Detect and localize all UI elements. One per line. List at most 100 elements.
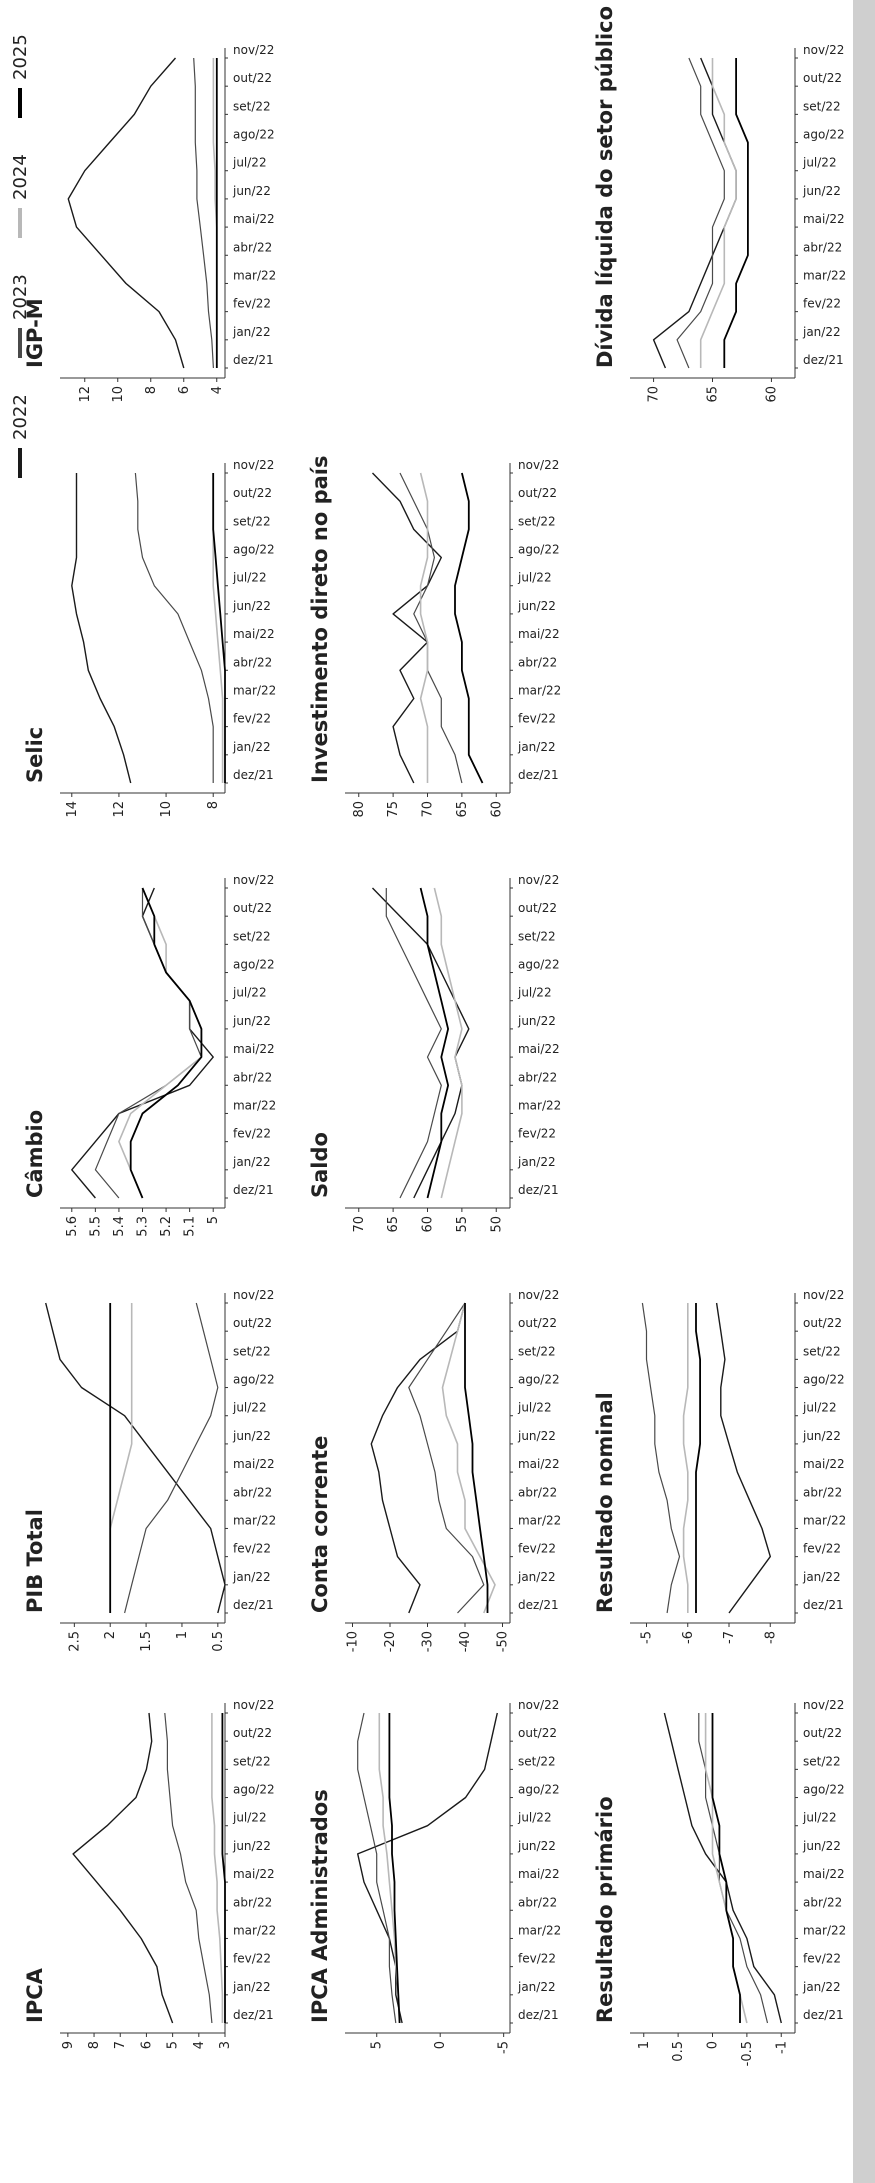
x-tick-label: set/22 bbox=[233, 514, 271, 528]
panel-3: Selic 8 10 12 14 dez/21 jan/22 fev/22 mar/22 abr/… bbox=[23, 458, 276, 818]
x-tick-label: set/22 bbox=[233, 1754, 271, 1768]
panel-9: Resultado primário -1 -0.5 0 0.5 1 dez/21 jan/2… bbox=[593, 1698, 846, 2066]
x-tick-label: jan/22 bbox=[517, 1570, 556, 1584]
x-tick-label: mai/22 bbox=[518, 1457, 560, 1471]
x-tick-label: nov/22 bbox=[518, 458, 559, 472]
panel-title: IPCA bbox=[23, 1967, 47, 2023]
x-tick-label: out/22 bbox=[233, 1726, 272, 1740]
panel-title: Câmbio bbox=[23, 1110, 47, 1198]
panel-title: IPCA Administrados bbox=[308, 1789, 332, 2023]
x-tick-label: dez/21 bbox=[803, 353, 844, 367]
x-tick-label: jun/22 bbox=[517, 599, 556, 613]
series-line-2023 bbox=[94, 888, 202, 1199]
x-tick-label: nov/22 bbox=[803, 1698, 844, 1712]
x-tick-label: mar/22 bbox=[518, 1513, 561, 1527]
series-line-2022 bbox=[371, 887, 470, 1199]
x-tick-label: ago/22 bbox=[803, 1783, 845, 1797]
x-tick-label: dez/21 bbox=[518, 1598, 559, 1612]
x-tick-label: fev/22 bbox=[518, 1542, 556, 1556]
x-tick-label: out/22 bbox=[803, 1726, 842, 1740]
panel-title: Conta corrente bbox=[308, 1436, 332, 1613]
x-tick-label: nov/22 bbox=[233, 873, 274, 887]
x-tick-label: jul/22 bbox=[517, 1401, 552, 1415]
series-line-2024 bbox=[211, 1713, 224, 2023]
x-tick-label: set/22 bbox=[233, 1344, 271, 1358]
x-tick-label: out/22 bbox=[518, 486, 557, 500]
x-tick-label: dez/21 bbox=[233, 1598, 274, 1612]
x-tick-label: jun/22 bbox=[232, 1014, 271, 1028]
x-tick-label: dez/21 bbox=[233, 768, 274, 782]
y-tick-label: 5.5 bbox=[88, 1216, 103, 1237]
x-tick-label: ago/22 bbox=[233, 1783, 275, 1797]
x-tick-label: out/22 bbox=[233, 1316, 272, 1330]
series-line-2023 bbox=[676, 57, 725, 369]
y-tick-label: 5.6 bbox=[65, 1216, 80, 1237]
x-tick-label: mai/22 bbox=[233, 627, 275, 641]
x-tick-label: mai/22 bbox=[518, 1867, 560, 1881]
series-line-2025 bbox=[711, 1713, 741, 2023]
y-tick-label: -5 bbox=[640, 1631, 655, 1644]
x-tick-label: abr/22 bbox=[518, 1070, 557, 1084]
x-tick-label: jul/22 bbox=[232, 156, 267, 170]
x-tick-label: mai/22 bbox=[233, 212, 275, 226]
x-tick-label: fev/22 bbox=[233, 1542, 271, 1556]
x-tick-label: out/22 bbox=[233, 71, 272, 85]
x-tick-label: ago/22 bbox=[233, 128, 275, 142]
series-line-2023 bbox=[408, 1302, 485, 1614]
y-tick-label: 65 bbox=[455, 801, 470, 818]
panel-title: PIB Total bbox=[23, 1509, 47, 1613]
y-tick-label: 1.5 bbox=[139, 1631, 154, 1652]
series-line-2023 bbox=[357, 1712, 397, 2024]
x-tick-label: jan/22 bbox=[232, 1155, 271, 1169]
series-line-2025 bbox=[129, 887, 203, 1199]
y-tick-label: 1 bbox=[637, 2041, 652, 2049]
x-tick-label: mar/22 bbox=[518, 683, 561, 697]
x-tick-label: abr/22 bbox=[233, 1895, 272, 1909]
x-tick-label: mai/22 bbox=[518, 1042, 560, 1056]
x-tick-label: jul/22 bbox=[802, 1401, 837, 1415]
series-line-2022 bbox=[71, 887, 214, 1199]
x-tick-label: jan/22 bbox=[517, 1155, 556, 1169]
legend-label-2022: 2022 bbox=[10, 394, 31, 440]
y-tick-label: -7 bbox=[722, 1631, 737, 1644]
x-tick-label: dez/21 bbox=[518, 2008, 559, 2022]
series-line-2023 bbox=[641, 1302, 681, 1614]
legend-label-2023: 2023 bbox=[10, 274, 31, 320]
x-tick-label: jun/22 bbox=[232, 599, 271, 613]
y-tick-label: 65 bbox=[386, 1216, 401, 1233]
y-tick-label: 14 bbox=[65, 801, 80, 818]
x-tick-label: mar/22 bbox=[233, 268, 276, 282]
x-tick-label: nov/22 bbox=[233, 1698, 274, 1712]
panel-7: Saldo 50 55 60 65 70 dez/21 jan/22 fev/22 mar/22 a… bbox=[308, 873, 561, 1233]
panel-title: Dívida líquida do setor público bbox=[593, 6, 617, 368]
x-tick-label: nov/22 bbox=[803, 43, 844, 57]
series-line-2023 bbox=[164, 1712, 213, 2024]
x-tick-label: out/22 bbox=[233, 486, 272, 500]
x-tick-label: mar/22 bbox=[803, 1513, 846, 1527]
series-line-2024 bbox=[682, 1303, 689, 1613]
x-tick-label: jan/22 bbox=[517, 1980, 556, 1994]
series-line-2022 bbox=[72, 1712, 174, 2024]
x-tick-label: abr/22 bbox=[518, 1895, 557, 1909]
series-line-2023 bbox=[134, 472, 214, 783]
x-tick-label: fev/22 bbox=[803, 297, 841, 311]
x-tick-label: mar/22 bbox=[518, 1098, 561, 1112]
x-tick-label: mai/22 bbox=[803, 212, 845, 226]
x-tick-label: jul/22 bbox=[802, 156, 837, 170]
y-tick-label: -50 bbox=[496, 1631, 511, 1652]
series-line-2025 bbox=[464, 1303, 489, 1613]
x-tick-label: abr/22 bbox=[518, 655, 557, 669]
y-tick-label: 50 bbox=[489, 1216, 504, 1233]
y-tick-label: 5 bbox=[206, 1216, 221, 1224]
y-tick-label: 60 bbox=[489, 801, 504, 818]
x-tick-label: jul/22 bbox=[232, 1811, 267, 1825]
x-tick-label: ago/22 bbox=[518, 1783, 560, 1797]
x-tick-label: out/22 bbox=[803, 71, 842, 85]
x-tick-label: nov/22 bbox=[518, 1698, 559, 1712]
x-tick-label: out/22 bbox=[803, 1316, 842, 1330]
panel-title: Investimento direto no país bbox=[308, 456, 332, 783]
series-line-2024 bbox=[699, 58, 737, 368]
x-tick-label: fev/22 bbox=[518, 712, 556, 726]
y-tick-label: 10 bbox=[111, 386, 126, 403]
series-line-2025 bbox=[723, 58, 749, 368]
